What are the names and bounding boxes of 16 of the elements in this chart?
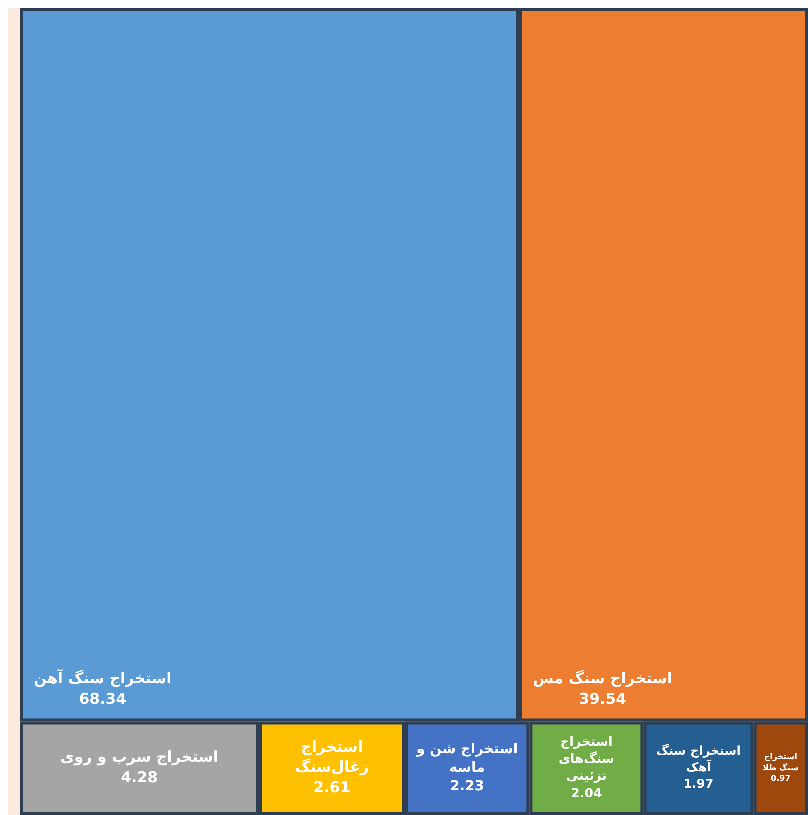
category-label: استخراج سنگ مس xyxy=(533,670,672,688)
data-label: 39.54 xyxy=(579,690,627,708)
category-label: استخراج سنگ‌های تزئینی xyxy=(558,734,615,784)
data-label: 4.28 xyxy=(121,768,158,786)
category-label: استخراج سرب و روی xyxy=(60,748,219,766)
category-label: استخراج شن و ماسه xyxy=(416,741,518,776)
data-label: 68.34 xyxy=(79,690,127,708)
category-label: استخراج زغال‌سنگ xyxy=(295,738,370,776)
data-label: 2.23 xyxy=(450,778,484,795)
category-label: استخراج سنگ طلا xyxy=(763,752,799,772)
data-label: 1.97 xyxy=(684,777,714,792)
data-label: 2.61 xyxy=(314,778,351,796)
data-label: 0.97 xyxy=(771,774,791,784)
category-label: استخراج سنگ آهن xyxy=(34,668,172,688)
category-label: استخراج سنگ آهک xyxy=(656,743,741,775)
data-label: 2.04 xyxy=(571,785,602,800)
